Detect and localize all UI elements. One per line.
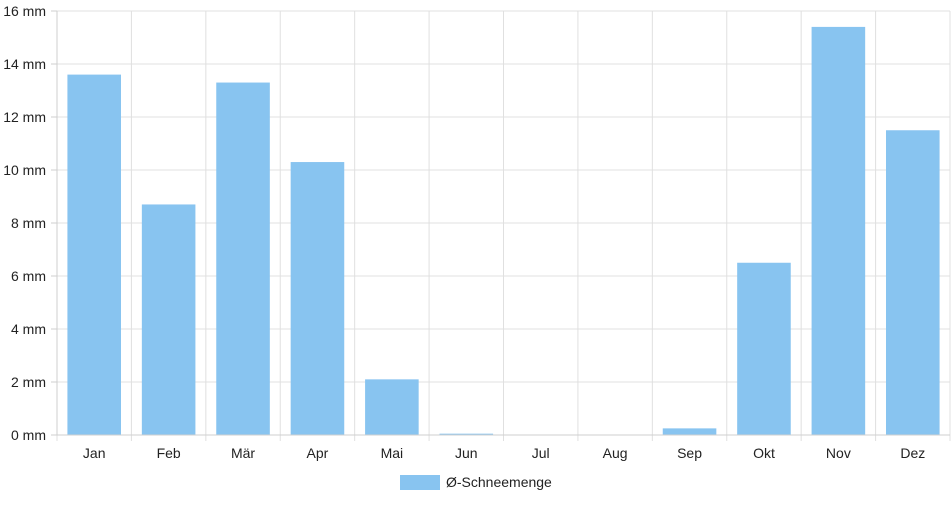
bar-mär[interactable] (216, 82, 270, 436)
bar-mai[interactable] (365, 379, 419, 435)
y-tick-label: 14 mm (3, 56, 46, 72)
x-tick-label: Apr (307, 445, 329, 461)
x-axis: Jan Feb Mär Apr Mai Jun Jul Aug Sep Okt Nov Dez (57, 434, 950, 461)
y-axis: 0 mm 2 mm 4 mm 6 mm 8 mm 10 mm 12 mm 14 mm 16 mm (3, 3, 58, 443)
bar-jun[interactable] (439, 433, 494, 435)
bar-okt[interactable] (737, 262, 791, 435)
y-tick-label: 0 mm (11, 427, 46, 443)
bar-jan[interactable] (67, 74, 121, 435)
x-tick-label: Nov (826, 445, 851, 461)
legend-swatch[interactable] (400, 475, 440, 490)
bars (67, 26, 940, 436)
bar-sep[interactable] (662, 428, 717, 435)
legend[interactable]: Ø-Schneemenge (400, 474, 552, 490)
bar-apr[interactable] (290, 162, 345, 436)
y-tick-label: 8 mm (11, 215, 46, 231)
x-tick-label: Jan (83, 445, 106, 461)
bar-nov[interactable] (811, 26, 866, 436)
x-tick-label: Jun (455, 445, 478, 461)
x-tick-label: Feb (157, 445, 181, 461)
y-tick-label: 4 mm (11, 321, 46, 337)
y-tick-label: 6 mm (11, 268, 46, 284)
x-tick-label: Okt (753, 445, 775, 461)
x-tick-label: Jul (532, 445, 550, 461)
x-tick-label: Mär (231, 445, 255, 461)
legend-label[interactable]: Ø-Schneemenge (446, 474, 552, 490)
x-tick-label: Aug (603, 445, 628, 461)
x-tick-label: Mai (381, 445, 404, 461)
bar-feb[interactable] (141, 204, 196, 435)
y-tick-label: 12 mm (3, 109, 46, 125)
bar-dez[interactable] (886, 130, 940, 435)
x-tick-label: Dez (900, 445, 925, 461)
x-tick-label: Sep (677, 445, 702, 461)
y-tick-label: 10 mm (3, 162, 46, 178)
y-tick-label: 2 mm (11, 374, 46, 390)
y-tick-label: 16 mm (3, 3, 46, 19)
grid (56, 10, 951, 441)
